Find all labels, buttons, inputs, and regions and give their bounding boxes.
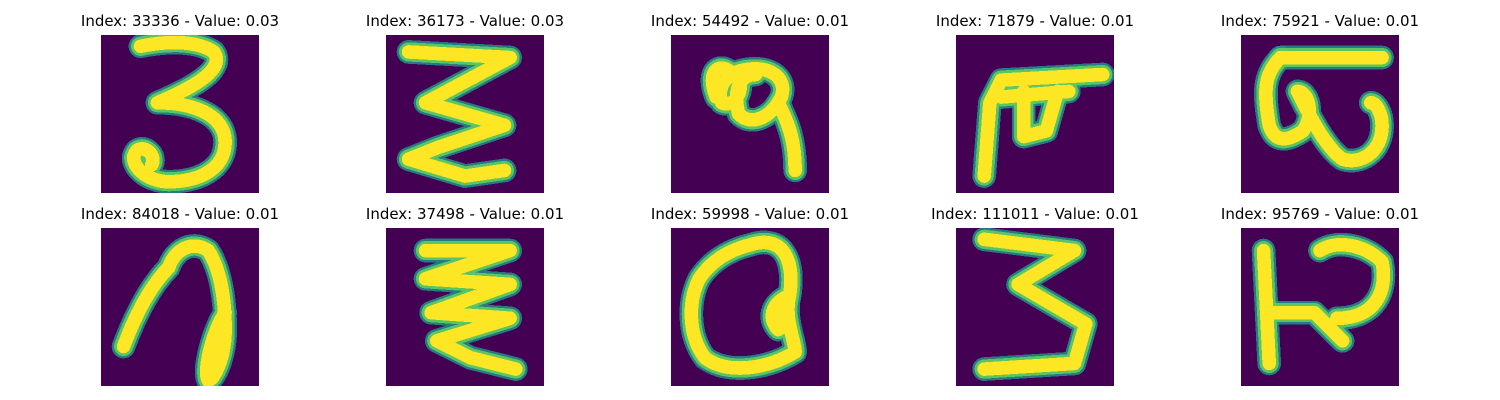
- digit-stroke: [1313, 237, 1391, 326]
- digit-stroke: [116, 239, 232, 386]
- digit-image: [1241, 35, 1399, 193]
- digit-image: [956, 35, 1114, 193]
- grid-cell-6: Index: 84018 - Value: 0.01: [40, 205, 320, 395]
- cell-title: Index: 54492 - Value: 0.01: [650, 12, 850, 30]
- digit-stroke: [977, 67, 1110, 183]
- digit-image: [386, 228, 544, 386]
- digit-stroke: [1259, 50, 1389, 168]
- cell-title: Index: 36173 - Value: 0.03: [365, 12, 565, 30]
- cell-title: Index: 95769 - Value: 0.01: [1220, 205, 1420, 223]
- digit-stroke: [765, 288, 797, 337]
- digit-stroke: [1016, 84, 1065, 144]
- grid-cell-10: Index: 95769 - Value: 0.01: [1180, 205, 1460, 395]
- digit-stroke: [977, 232, 1093, 376]
- cell-title: Index: 75921 - Value: 0.01: [1220, 12, 1420, 30]
- digit-image: [1241, 228, 1399, 386]
- grid-cell-3: Index: 54492 - Value: 0.01: [610, 12, 890, 202]
- digit-stroke: [418, 243, 523, 376]
- digit-stroke: [127, 35, 232, 189]
- digit-image: [386, 35, 544, 193]
- cell-title: Index: 33336 - Value: 0.03: [80, 12, 280, 30]
- digit-image: [101, 35, 259, 193]
- digit-stroke: [705, 61, 790, 127]
- cell-title: Index: 37498 - Value: 0.01: [365, 205, 565, 223]
- digit-stroke: [1262, 305, 1350, 348]
- digit-image: [671, 35, 829, 193]
- digit-image: [671, 228, 829, 386]
- digit-stroke: [401, 45, 517, 183]
- grid-cell-4: Index: 71879 - Value: 0.01: [895, 12, 1175, 202]
- digit-image: [101, 228, 259, 386]
- digit-stroke: [771, 95, 802, 178]
- digit-image: [956, 228, 1114, 386]
- digit-stroke: [684, 235, 802, 375]
- cell-title: Index: 59998 - Value: 0.01: [650, 205, 850, 223]
- grid-cell-2: Index: 36173 - Value: 0.03: [325, 12, 605, 202]
- grid-cell-5: Index: 75921 - Value: 0.01: [1180, 12, 1460, 202]
- cell-title: Index: 71879 - Value: 0.01: [935, 12, 1135, 30]
- grid-cell-8: Index: 59998 - Value: 0.01: [610, 205, 890, 395]
- grid-cell-7: Index: 37498 - Value: 0.01: [325, 205, 605, 395]
- cell-title: Index: 84018 - Value: 0.01: [80, 205, 280, 223]
- grid-cell-9: Index: 111011 - Value: 0.01: [895, 205, 1175, 395]
- cell-title: Index: 111011 - Value: 0.01: [931, 205, 1139, 223]
- grid-cell-1: Index: 33336 - Value: 0.03: [40, 12, 320, 202]
